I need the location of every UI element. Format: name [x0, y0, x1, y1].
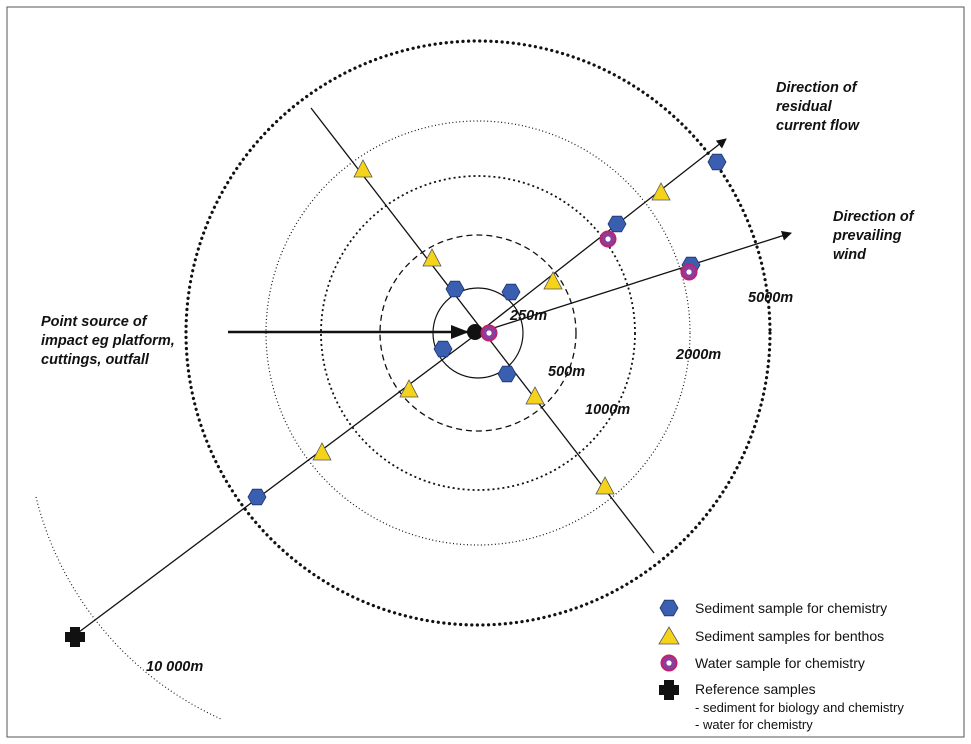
benthos-triangle [353, 159, 373, 178]
figure-border [6, 6, 965, 738]
legend-triangle-icon [658, 626, 680, 645]
distance-label-250m: 250m [509, 308, 547, 324]
benthos-triangle [422, 248, 442, 267]
sediment-hexagon [497, 365, 517, 383]
wind-label-3: wind [833, 247, 867, 263]
wind-label-2: prevailing [832, 228, 902, 244]
benthos-triangle [543, 271, 563, 290]
water-samples [599, 230, 698, 281]
circle-1000m [320, 175, 636, 491]
distance-label-10000m: 10 000m [146, 659, 203, 675]
wind-label-1: Direction of [833, 209, 916, 225]
source-label-3: cuttings, outfall [41, 352, 150, 368]
distance-label-2000m: 2000m [675, 347, 721, 363]
current-label-2: residual [776, 99, 833, 115]
benthos-triangle [525, 386, 545, 405]
legend-cross-icon [659, 680, 679, 700]
sediment-hexagon [707, 153, 727, 171]
sediment-hexagon [247, 488, 267, 506]
point-source-marker [467, 324, 483, 340]
source-label-1: Point source of [41, 314, 149, 330]
source-label-2: impact eg platform, [41, 333, 175, 349]
wind-arrow [477, 230, 792, 334]
benthos-triangle [595, 476, 615, 495]
legend-sediment-chem: Sediment sample for chemistry [695, 600, 887, 616]
legend-water: Water sample for chemistry [695, 655, 865, 671]
water-ring [680, 263, 698, 281]
legend-reference-sub2: - water for chemistry [695, 717, 813, 732]
current-label-1: Direction of [776, 80, 859, 96]
legend-benthos: Sediment samples for benthos [695, 628, 884, 644]
circle-5000m [184, 39, 772, 627]
legend-reference-sub1: - sediment for biology and chemistry [695, 700, 904, 715]
distance-label-500m: 500m [548, 364, 585, 380]
transect-reference [74, 332, 479, 636]
legend-reference: Reference samples [695, 681, 816, 697]
sediment-hexagon [501, 283, 521, 301]
current-label-3: current flow [776, 118, 861, 134]
reference-cross [65, 627, 85, 647]
legend-ring-icon [660, 654, 678, 672]
sediment-hexagon [607, 215, 627, 233]
legend: Sediment sample for chemistry Sediment s… [658, 599, 904, 732]
sediment-hexagon [445, 280, 465, 298]
water-ring-source [480, 324, 498, 342]
distance-label-5000m: 5000m [748, 290, 793, 306]
sediment-hexagon [433, 340, 453, 358]
benthos-triangle [399, 379, 419, 398]
distance-label-1000m: 1000m [585, 402, 630, 418]
benthos-triangle [312, 442, 332, 461]
benthos-samples [312, 159, 671, 495]
arc-10000m [35, 496, 222, 720]
circle-500m [379, 234, 577, 432]
legend-hexagon-icon [659, 599, 679, 617]
benthos-triangle [651, 182, 671, 201]
water-ring [599, 230, 617, 248]
sediment-chem-samples [247, 153, 727, 506]
